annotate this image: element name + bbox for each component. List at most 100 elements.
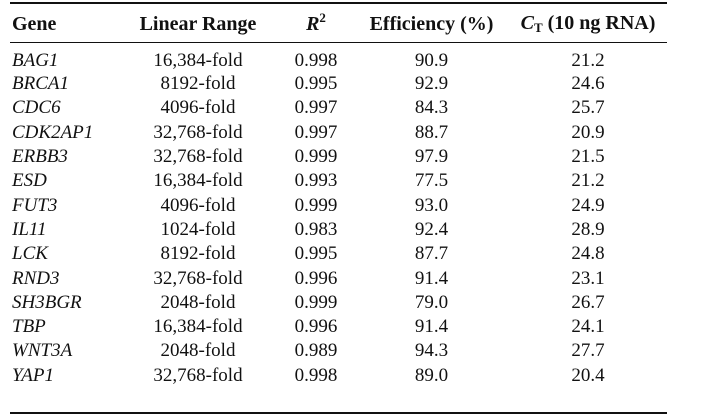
cell-r-squared: 0.999 — [294, 291, 338, 313]
cell-efficiency: 91.4 — [414, 267, 449, 289]
table-row: CDK2AP1 32,768-fold 0.997 88.7 20.9 — [10, 121, 667, 145]
header-row: Gene Linear Range R2 Efficiency (%) CT (… — [10, 0, 667, 43]
cell-r-squared: 0.997 — [294, 97, 338, 119]
cell-r-squared: 0.983 — [294, 218, 338, 240]
cell-linear-range: 16,384-fold — [153, 170, 243, 192]
cell-r-squared: 0.999 — [294, 194, 338, 216]
cell-efficiency: 94.3 — [414, 340, 449, 362]
cell-linear-range: 1024-fold — [160, 218, 236, 240]
gene-table: Gene Linear Range R2 Efficiency (%) CT (… — [10, 0, 667, 414]
cell-ct: 21.2 — [571, 170, 605, 192]
header-linear-range: Linear Range — [118, 0, 278, 43]
cell-linear-range: 4096-fold — [160, 97, 236, 119]
cell-efficiency: 88.7 — [414, 121, 449, 143]
cell-r-squared: 0.996 — [294, 267, 338, 289]
table-body: BAG1 16,384-fold 0.998 90.9 21.2 BRCA1 8192-fo… — [10, 42, 667, 414]
header-efficiency: Efficiency (%) — [354, 0, 509, 43]
table-row: LCK 8192-fold 0.995 87.7 24.8 — [10, 243, 667, 267]
cell-ct: 24.6 — [571, 73, 605, 95]
cell-linear-range: 32,768-fold — [153, 146, 243, 168]
header-gene: Gene — [10, 0, 118, 43]
table-row: ESD 16,384-fold 0.993 77.5 21.2 — [10, 170, 667, 194]
cell-efficiency: 92.9 — [414, 73, 449, 95]
header-ct: CT (10 ng RNA) — [509, 0, 667, 43]
cell-r-squared: 0.998 — [294, 364, 338, 386]
table-row: SH3BGR 2048-fold 0.999 79.0 26.7 — [10, 291, 667, 315]
cell-gene: CDC6 — [12, 97, 61, 119]
cell-efficiency: 87.7 — [414, 243, 449, 265]
table-row: TBP 16,384-fold 0.996 91.4 24.1 — [10, 315, 667, 339]
cell-gene: YAP1 — [12, 364, 54, 386]
cell-ct: 20.4 — [571, 364, 605, 386]
cell-efficiency: 84.3 — [414, 97, 449, 119]
header-r-squared: R2 — [278, 0, 354, 43]
cell-gene: FUT3 — [12, 194, 58, 216]
table-row: CDC6 4096-fold 0.997 84.3 25.7 — [10, 97, 667, 121]
cell-gene: BAG1 — [12, 49, 59, 71]
header-r-squared-base: R — [306, 12, 320, 35]
header-ct-base: C — [520, 11, 534, 34]
cell-linear-range: 32,768-fold — [153, 364, 243, 386]
cell-linear-range: 32,768-fold — [153, 267, 243, 289]
cell-gene: ERBB3 — [12, 146, 68, 168]
cell-ct: 21.2 — [571, 49, 605, 71]
cell-ct: 28.9 — [571, 218, 605, 240]
cell-efficiency: 79.0 — [414, 291, 449, 313]
table-row: BAG1 16,384-fold 0.998 90.9 21.2 — [10, 42, 667, 73]
cell-gene: ESD — [12, 170, 47, 192]
table-row: FUT3 4096-fold 0.999 93.0 24.9 — [10, 194, 667, 218]
table-row: RND3 32,768-fold 0.996 91.4 23.1 — [10, 267, 667, 291]
cell-linear-range: 8192-fold — [160, 243, 236, 265]
cell-gene: TBP — [12, 316, 46, 338]
table-row: WNT3A 2048-fold 0.989 94.3 27.7 — [10, 340, 667, 364]
cell-r-squared: 0.996 — [294, 316, 338, 338]
header-r-squared-sup: 2 — [319, 9, 326, 25]
cell-efficiency: 97.9 — [414, 146, 449, 168]
cell-gene: CDK2AP1 — [12, 121, 94, 143]
cell-ct: 26.7 — [571, 291, 605, 313]
cell-gene: WNT3A — [12, 340, 73, 362]
cell-r-squared: 0.989 — [294, 340, 338, 362]
cell-efficiency: 91.4 — [414, 316, 449, 338]
cell-ct: 25.7 — [571, 97, 605, 119]
cell-r-squared: 0.998 — [294, 49, 338, 71]
gene-table-container: Gene Linear Range R2 Efficiency (%) CT (… — [10, 0, 667, 414]
cell-efficiency: 89.0 — [414, 364, 449, 386]
cell-ct: 24.8 — [571, 243, 605, 265]
cell-efficiency: 92.4 — [414, 218, 449, 240]
cell-ct: 27.7 — [571, 340, 605, 362]
cell-efficiency: 90.9 — [414, 49, 449, 71]
cell-efficiency: 77.5 — [414, 170, 449, 192]
cell-r-squared: 0.997 — [294, 121, 338, 143]
cell-r-squared: 0.993 — [294, 170, 338, 192]
cell-ct: 23.1 — [571, 267, 605, 289]
cell-r-squared: 0.995 — [294, 73, 338, 95]
cell-r-squared: 0.995 — [294, 243, 338, 265]
cell-efficiency: 93.0 — [414, 194, 449, 216]
table-top-rule — [10, 2, 667, 4]
cell-linear-range: 2048-fold — [160, 291, 236, 313]
cell-linear-range: 8192-fold — [160, 73, 236, 95]
table-row: BRCA1 8192-fold 0.995 92.9 24.6 — [10, 73, 667, 97]
cell-linear-range: 4096-fold — [160, 194, 236, 216]
cell-linear-range: 32,768-fold — [153, 121, 243, 143]
cell-gene: LCK — [12, 243, 48, 265]
cell-linear-range: 16,384-fold — [153, 49, 243, 71]
cell-ct: 21.5 — [571, 146, 605, 168]
cell-linear-range: 16,384-fold — [153, 316, 243, 338]
cell-linear-range: 2048-fold — [160, 340, 236, 362]
cell-gene: BRCA1 — [12, 73, 69, 95]
header-ct-rest: (10 ng RNA) — [542, 11, 656, 34]
cell-ct: 20.9 — [571, 121, 605, 143]
table-row: YAP1 32,768-fold 0.998 89.0 20.4 — [10, 364, 667, 388]
table-row: ERBB3 32,768-fold 0.999 97.9 21.5 — [10, 145, 667, 169]
cell-ct: 24.1 — [571, 316, 605, 338]
table-header: Gene Linear Range R2 Efficiency (%) CT (… — [10, 0, 667, 43]
header-ct-sub: T — [533, 19, 543, 35]
table-row: IL11 1024-fold 0.983 92.4 28.9 — [10, 218, 667, 242]
cell-gene: SH3BGR — [12, 291, 82, 313]
cell-r-squared: 0.999 — [294, 146, 338, 168]
cell-gene: RND3 — [12, 267, 60, 289]
cell-gene: IL11 — [12, 218, 47, 240]
cell-ct: 24.9 — [571, 194, 605, 216]
